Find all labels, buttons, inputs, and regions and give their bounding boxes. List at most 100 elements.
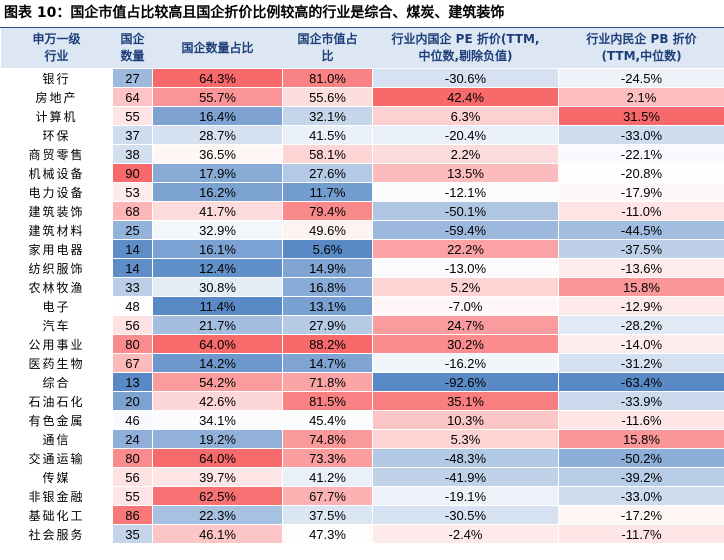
table-row: 基础化工 86 22.3% 37.5% -30.5% -17.2% xyxy=(0,505,724,525)
value-cell: 56 xyxy=(112,315,153,335)
industry-name: 汽车 xyxy=(0,315,113,335)
value-cell: -12.1% xyxy=(372,182,559,202)
column-header: 国企市值占比 xyxy=(282,28,373,69)
industry-name: 交通运输 xyxy=(0,448,113,468)
table-row: 交通运输 80 64.0% 73.3% -48.3% -50.2% xyxy=(0,448,724,468)
value-cell: -24.5% xyxy=(558,68,724,88)
value-cell: 24 xyxy=(112,429,153,449)
industry-name: 家用电器 xyxy=(0,239,113,259)
value-cell: 5.2% xyxy=(372,277,559,297)
value-cell: 27.6% xyxy=(282,163,373,183)
value-cell: -17.9% xyxy=(558,182,724,202)
value-cell: -20.4% xyxy=(372,125,559,145)
value-cell: -33.9% xyxy=(558,391,724,411)
value-cell: 34.1% xyxy=(152,410,283,430)
value-cell: 74.8% xyxy=(282,429,373,449)
value-cell: 16.2% xyxy=(152,182,283,202)
value-cell: 16.4% xyxy=(152,106,283,126)
value-cell: 49.6% xyxy=(282,220,373,240)
value-cell: 31.5% xyxy=(558,106,724,126)
table-row: 综合 13 54.2% 71.8% -92.6% -63.4% xyxy=(0,372,724,392)
column-header: 申万一级 行业 xyxy=(0,28,113,69)
value-cell: 13.5% xyxy=(372,163,559,183)
header-line: 中位数,剔除负值) xyxy=(418,49,513,63)
value-cell: 24.7% xyxy=(372,315,559,335)
value-cell: 64.0% xyxy=(152,448,283,468)
value-cell: 41.7% xyxy=(152,201,283,221)
value-cell: 35 xyxy=(112,524,153,544)
industry-name: 非银金融 xyxy=(0,486,113,506)
value-cell: 28.7% xyxy=(152,125,283,145)
table-row: 电力设备 53 16.2% 11.7% -12.1% -17.9% xyxy=(0,182,724,202)
industry-name: 银行 xyxy=(0,68,113,88)
value-cell: -22.1% xyxy=(558,144,724,164)
value-cell: 53 xyxy=(112,182,153,202)
value-cell: 46.1% xyxy=(152,524,283,544)
industry-name: 房地产 xyxy=(0,87,113,107)
value-cell: 15.8% xyxy=(558,277,724,297)
table-row: 汽车 56 21.7% 27.9% 24.7% -28.2% xyxy=(0,315,724,335)
value-cell: 14 xyxy=(112,258,153,278)
value-cell: -59.4% xyxy=(372,220,559,240)
table-row: 计算机 55 16.4% 32.1% 6.3% 31.5% xyxy=(0,106,724,126)
industry-name: 综合 xyxy=(0,372,113,392)
value-cell: 14 xyxy=(112,239,153,259)
industry-name: 农林牧渔 xyxy=(0,277,113,297)
value-cell: 39.7% xyxy=(152,467,283,487)
value-cell: 16.8% xyxy=(282,277,373,297)
value-cell: -7.0% xyxy=(372,296,559,316)
value-cell: -17.2% xyxy=(558,505,724,525)
value-cell: 42.6% xyxy=(152,391,283,411)
value-cell: -92.6% xyxy=(372,372,559,392)
header-line: 申万一级 xyxy=(32,32,81,46)
value-cell: 6.3% xyxy=(372,106,559,126)
value-cell: 64 xyxy=(112,87,153,107)
value-cell: -48.3% xyxy=(372,448,559,468)
value-cell: -30.5% xyxy=(372,505,559,525)
header-line: 国企市值占 xyxy=(297,32,358,46)
table-row: 公用事业 80 64.0% 88.2% 30.2% -14.0% xyxy=(0,334,724,354)
value-cell: 48 xyxy=(112,296,153,316)
value-cell: 10.3% xyxy=(372,410,559,430)
table-row: 建筑装饰 68 41.7% 79.4% -50.1% -11.0% xyxy=(0,201,724,221)
value-cell: -33.0% xyxy=(558,486,724,506)
value-cell: 67.7% xyxy=(282,486,373,506)
value-cell: 81.0% xyxy=(282,68,373,88)
value-cell: 30.8% xyxy=(152,277,283,297)
industry-name: 电力设备 xyxy=(0,182,113,202)
value-cell: 55 xyxy=(112,486,153,506)
value-cell: 41.5% xyxy=(282,125,373,145)
industry-name: 机械设备 xyxy=(0,163,113,183)
table-row: 房地产 64 55.7% 55.6% 42.4% 2.1% xyxy=(0,87,724,107)
value-cell: -63.4% xyxy=(558,372,724,392)
value-cell: 54.2% xyxy=(152,372,283,392)
value-cell: 71.8% xyxy=(282,372,373,392)
table-row: 电子 48 11.4% 13.1% -7.0% -12.9% xyxy=(0,296,724,316)
value-cell: -13.6% xyxy=(558,258,724,278)
table-row: 医药生物 67 14.2% 14.7% -16.2% -31.2% xyxy=(0,353,724,373)
value-cell: 22.2% xyxy=(372,239,559,259)
industry-name: 计算机 xyxy=(0,106,113,126)
value-cell: -30.6% xyxy=(372,68,559,88)
column-header: 行业内民企 PB 折价 (TTM,中位数) xyxy=(558,28,724,69)
value-cell: -11.0% xyxy=(558,201,724,221)
column-header: 行业内国企 PE 折价(TTM, 中位数,剔除负值) xyxy=(372,28,559,69)
value-cell: 80 xyxy=(112,448,153,468)
header-line: 国企数量占比 xyxy=(181,40,254,55)
table-row: 家用电器 14 16.1% 5.6% 22.2% -37.5% xyxy=(0,239,724,259)
table-row: 通信 24 19.2% 74.8% 5.3% 15.8% xyxy=(0,429,724,449)
table-row: 纺织服饰 14 12.4% 14.9% -13.0% -13.6% xyxy=(0,258,724,278)
value-cell: 5.6% xyxy=(282,239,373,259)
value-cell: 16.1% xyxy=(152,239,283,259)
value-cell: -33.0% xyxy=(558,125,724,145)
table-row: 非银金融 55 62.5% 67.7% -19.1% -33.0% xyxy=(0,486,724,506)
industry-name: 电子 xyxy=(0,296,113,316)
value-cell: 46 xyxy=(112,410,153,430)
value-cell: 41.2% xyxy=(282,467,373,487)
value-cell: 35.1% xyxy=(372,391,559,411)
value-cell: 55.6% xyxy=(282,87,373,107)
value-cell: -41.9% xyxy=(372,467,559,487)
data-table: 申万一级 行业 国企 数量 国企数量占比 国企市值占比行业内国企 PE 折价(TTM, 中位… xyxy=(0,28,724,544)
value-cell: 86 xyxy=(112,505,153,525)
